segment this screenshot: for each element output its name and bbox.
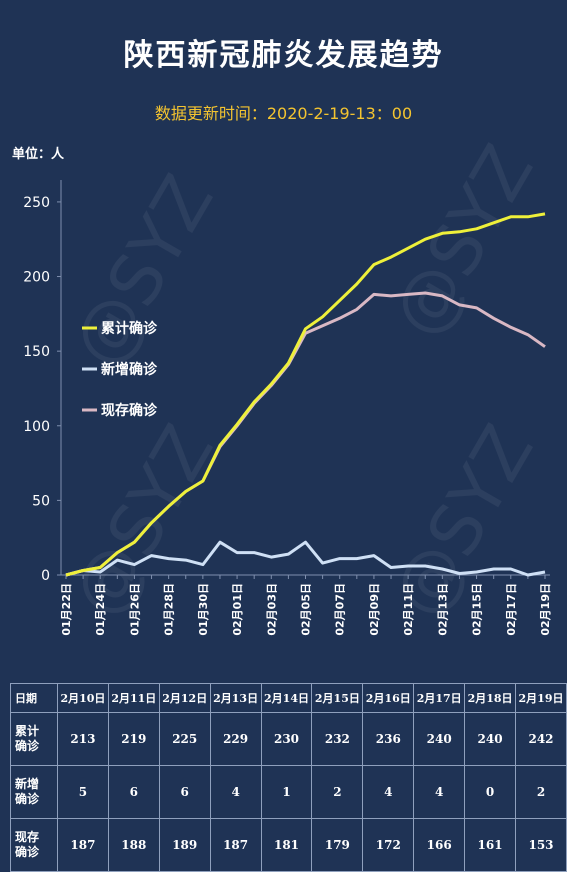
table-cell: 166 — [413, 818, 466, 872]
x-tick-label: 02月17日 — [505, 583, 518, 636]
x-tick-label: 01月22日 — [60, 583, 73, 636]
table-header-cell: 2月12日 — [158, 683, 211, 713]
table-row: 新增 确诊 5 6 6 4 1 2 4 4 0 2 — [10, 765, 567, 819]
table-cell: 242 — [515, 712, 567, 766]
x-tick-label: 01月24日 — [94, 583, 107, 636]
series-line — [65, 212, 546, 577]
trend-chart: 0 50 100 150 200 250 01月22日 01月24日 01月26日 01月28日 0… — [23, 180, 552, 636]
table-cell: 4 — [209, 765, 262, 819]
y-tick-label: 150 — [23, 344, 50, 360]
table-cell: 225 — [158, 712, 211, 766]
x-tick-label: 02月01日 — [231, 583, 244, 636]
table-row: 现存 确诊 187 188 189 187 181 179 172 166 161 153 — [10, 818, 567, 872]
table-cell: 187 — [57, 818, 109, 872]
table-header-cell: 2月16日 — [362, 683, 415, 713]
row-label-line: 确诊 — [15, 845, 40, 859]
y-tick-label: 50 — [32, 493, 50, 509]
x-tick-label: 02月07日 — [334, 583, 347, 636]
table-header-cell: 2月14日 — [260, 683, 313, 713]
y-tick-label: 100 — [23, 419, 50, 435]
x-tick-label: 02月09日 — [368, 583, 381, 636]
table-cell: 240 — [413, 712, 466, 766]
table-cell: 4 — [413, 765, 466, 819]
table-cell: 5 — [57, 765, 109, 819]
table-header-cell: 2月18日 — [464, 683, 517, 713]
table-header-cell: 2月17日 — [413, 683, 466, 713]
table-header-cell: 2月19日 — [515, 683, 567, 713]
table-row: 累计 确诊 213 219 225 229 230 232 236 240 240 242 — [10, 712, 567, 766]
data-table: 日期 2月10日 2月11日 2月12日 2月13日 2月14日 2月15日 2月16日 2月1… — [10, 683, 567, 872]
series-line — [65, 540, 546, 577]
table-cell: 189 — [158, 818, 211, 872]
x-tick-label: 02月13日 — [436, 583, 449, 636]
table-cell: 4 — [362, 765, 415, 819]
x-tick-label: 01月28日 — [163, 583, 176, 636]
row-label-line: 确诊 — [15, 792, 40, 806]
y-tick-label: 250 — [23, 195, 50, 211]
x-tick-label: 02月15日 — [471, 583, 484, 636]
table-cell: 229 — [209, 712, 262, 766]
unit-label: 单位：人 — [12, 147, 65, 162]
table-cell: 236 — [362, 712, 415, 766]
page-title: 陕西新冠肺炎发展趋势 — [123, 38, 444, 73]
row-label-line: 现存 — [15, 830, 40, 844]
table-cell: 6 — [107, 765, 160, 819]
x-tick-label: 02月19日 — [539, 583, 552, 636]
table-cell: 0 — [464, 765, 517, 819]
x-tick-label: 01月26日 — [128, 583, 141, 636]
table-row-label: 累计 确诊 — [10, 712, 58, 766]
x-tick-label: 02月03日 — [265, 583, 278, 636]
table-corner: 日期 — [10, 683, 58, 713]
x-tick-label: 02月05日 — [300, 583, 313, 636]
table-row-label: 新增 确诊 — [10, 765, 58, 819]
table-header-row: 日期 2月10日 2月11日 2月12日 2月13日 2月14日 2月15日 2月16日 2月1… — [10, 683, 567, 713]
table-cell: 240 — [464, 712, 517, 766]
x-tick-label: 01月30日 — [197, 583, 210, 636]
y-tick-label: 0 — [41, 568, 50, 584]
row-label-line: 累计 — [15, 724, 40, 738]
update-time: 数据更新时间：2020-2-19-13：00 — [154, 104, 413, 123]
table-cell: 188 — [107, 818, 160, 872]
table-cell: 6 — [158, 765, 211, 819]
table-row-label: 现存 确诊 — [10, 818, 58, 872]
table-cell: 2 — [311, 765, 364, 819]
table-cell: 161 — [464, 818, 517, 872]
table-cell: 172 — [362, 818, 415, 872]
table-cell: 181 — [260, 818, 313, 872]
table-cell: 219 — [107, 712, 160, 766]
table-cell: 1 — [260, 765, 313, 819]
legend-label: 新增确诊 — [101, 361, 158, 378]
table-cell: 230 — [260, 712, 313, 766]
table-header-cell: 2月11日 — [107, 683, 160, 713]
table-cell: 153 — [515, 818, 567, 872]
table-cell: 2 — [515, 765, 567, 819]
legend-label: 累计确诊 — [101, 320, 158, 337]
table-cell: 232 — [311, 712, 364, 766]
table-header-cell: 2月13日 — [209, 683, 262, 713]
table-cell: 179 — [311, 818, 364, 872]
table-cell: 213 — [57, 712, 109, 766]
row-label-line: 新增 — [15, 777, 40, 791]
row-label-line: 确诊 — [15, 739, 40, 753]
table-cell: 187 — [209, 818, 262, 872]
x-tick-label: 02月11日 — [402, 583, 415, 636]
table-header-cell: 2月15日 — [311, 683, 364, 713]
legend-label: 现存确诊 — [101, 402, 158, 419]
table-header-cell: 2月10日 — [57, 683, 109, 713]
y-tick-label: 200 — [23, 270, 50, 286]
